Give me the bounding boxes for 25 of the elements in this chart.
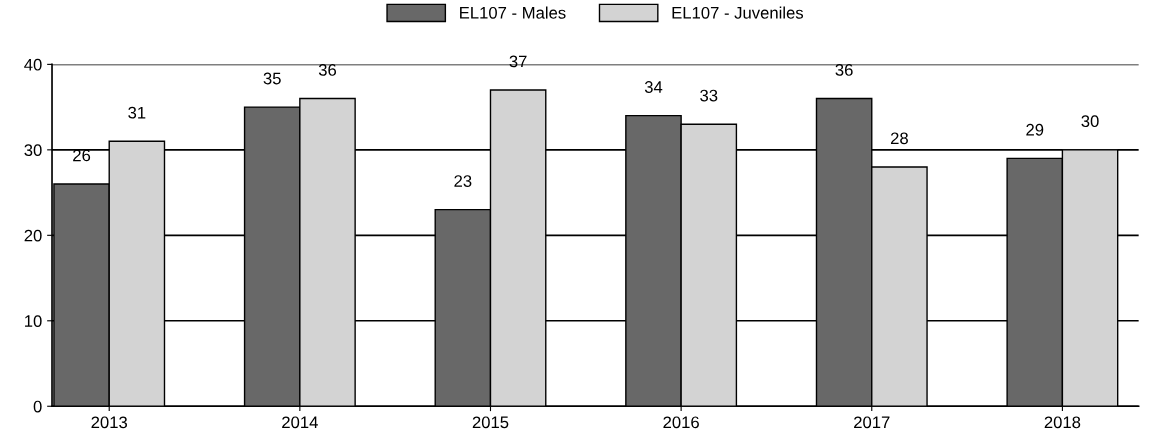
data-label: 30 <box>1081 115 1099 128</box>
data-label: 36 <box>835 64 853 76</box>
data-label: 23 <box>454 175 472 187</box>
data-label: 26 <box>73 149 91 162</box>
data-label: 33 <box>700 89 718 102</box>
x-tick-label: 2014 <box>282 416 318 429</box>
x-tick-label: 2018 <box>1044 416 1081 429</box>
x-tick-label: 2016 <box>663 416 699 429</box>
x-tick-label: 2017 <box>854 416 890 429</box>
data-label: 31 <box>128 106 146 119</box>
data-label: 36 <box>318 64 337 76</box>
y-tick-label: 10 <box>25 315 42 327</box>
data-label: 34 <box>644 81 663 93</box>
y-tick-label: 0 <box>33 400 42 413</box>
data-label: 37 <box>509 55 527 68</box>
data-label: 35 <box>263 72 281 85</box>
x-tick-label: 2015 <box>472 416 509 429</box>
data-label: 28 <box>890 132 908 145</box>
legend-label: EL107 - Juveniles <box>672 6 804 19</box>
y-tick-label: 40 <box>24 58 42 71</box>
x-tick-label: 2013 <box>91 416 128 429</box>
legend-label: EL107 - Males <box>460 6 566 19</box>
y-tick-label: 30 <box>24 144 42 157</box>
y-tick-label: 20 <box>24 229 42 242</box>
data-label: 29 <box>1026 123 1044 136</box>
